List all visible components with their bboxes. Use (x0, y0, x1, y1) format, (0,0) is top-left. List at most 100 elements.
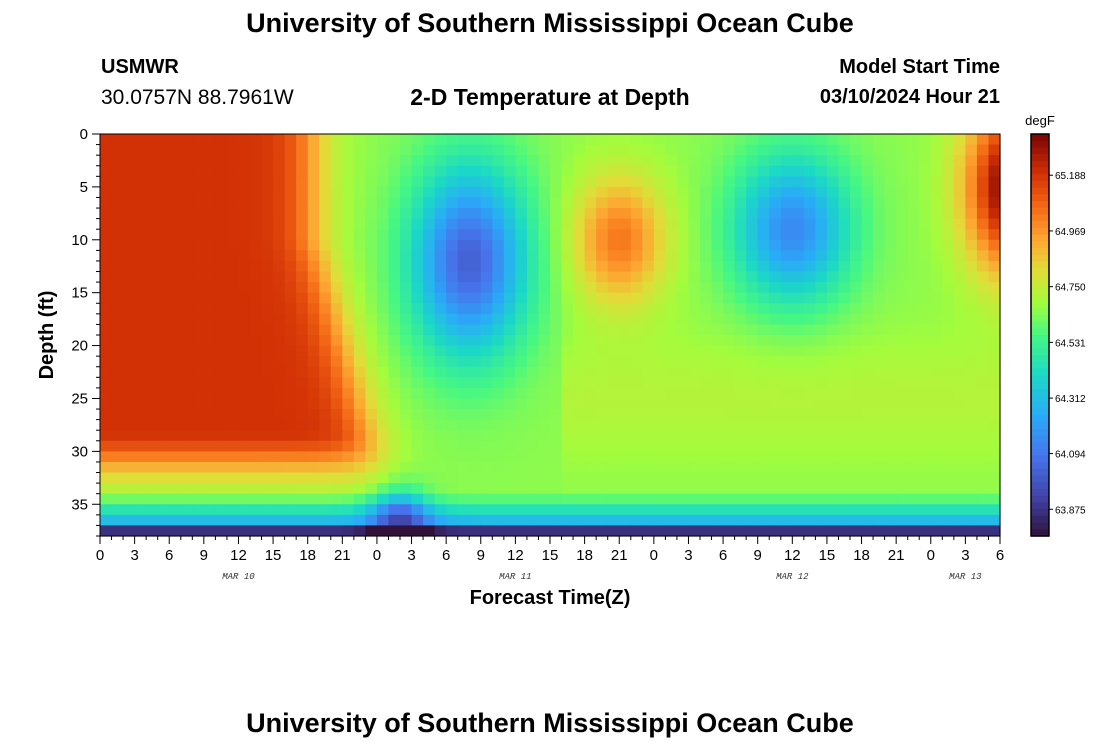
heatmap-cell (838, 472, 851, 484)
heatmap-cell (492, 250, 505, 262)
heatmap-cell (250, 197, 263, 209)
heatmap-cell (861, 292, 874, 304)
heatmap-cell (757, 155, 770, 167)
heatmap-cell (319, 197, 332, 209)
heatmap-cell (503, 409, 516, 421)
heatmap-cell (457, 514, 470, 527)
heatmap-cell (376, 282, 390, 294)
heatmap-cell (100, 155, 113, 167)
colorbar-segment (1031, 227, 1049, 236)
heatmap-cell (261, 250, 274, 262)
heatmap-cell (561, 229, 574, 241)
heatmap-cell (573, 514, 586, 527)
heatmap-cell (307, 260, 320, 273)
heatmap-cell (307, 239, 320, 251)
heatmap-cell (746, 493, 759, 505)
heatmap-cell (238, 472, 251, 484)
heatmap-cell (538, 440, 551, 452)
heatmap-cell (573, 493, 586, 505)
heatmap-cell (180, 165, 193, 177)
heatmap-cell (723, 239, 736, 251)
heatmap-cell (561, 335, 574, 347)
heatmap-cell (769, 282, 782, 294)
heatmap-cell (976, 260, 990, 273)
x-tick-label: 12 (230, 547, 247, 564)
heatmap-cell (203, 144, 216, 156)
heatmap-cell (469, 451, 482, 463)
heatmap-cell (100, 451, 113, 463)
heatmap-cell (180, 377, 193, 389)
heatmap-cell (480, 250, 493, 262)
heatmap-cell (342, 250, 355, 262)
heatmap-cell (296, 504, 309, 516)
colorbar-segment (1031, 207, 1049, 215)
heatmap-cell (365, 461, 378, 474)
heatmap-cell (123, 144, 136, 156)
heatmap-cell (976, 514, 990, 527)
x-tick-label: 6 (719, 547, 727, 564)
heatmap-cell (630, 345, 643, 357)
heatmap-cell (192, 324, 205, 336)
heatmap-cell (873, 409, 886, 421)
heatmap-cell (469, 440, 482, 452)
heatmap-cell (123, 292, 136, 304)
heatmap-cell (353, 229, 366, 241)
heatmap-cell (526, 430, 540, 442)
heatmap-cell (215, 430, 228, 442)
heatmap-cell (538, 176, 551, 188)
heatmap-cell (700, 461, 713, 474)
heatmap-cell (238, 208, 251, 220)
heatmap-cell (423, 377, 436, 389)
heatmap-cell (746, 483, 759, 495)
heatmap-cell (273, 525, 286, 537)
heatmap-cell (965, 186, 978, 199)
heatmap-cell (134, 134, 147, 146)
heatmap-cell (434, 409, 447, 421)
heatmap-cell (596, 292, 609, 304)
heatmap-cell (700, 398, 713, 410)
heatmap-cell (192, 260, 205, 273)
heatmap-cell (873, 430, 886, 442)
heatmap-cell (607, 514, 620, 527)
heatmap-cell (988, 356, 1001, 368)
heatmap-cell (100, 440, 113, 452)
heatmap-cell (365, 229, 378, 241)
heatmap-cell (757, 218, 770, 230)
heatmap-cell (492, 366, 505, 378)
heatmap-cell (376, 176, 390, 188)
heatmap-cell (723, 430, 736, 442)
heatmap-cell (457, 303, 470, 315)
heatmap-cell (434, 218, 447, 230)
heatmap-cell (238, 345, 251, 357)
heatmap-cell (457, 197, 470, 209)
heatmap-cell (757, 419, 770, 431)
heatmap-cell (215, 134, 228, 146)
heatmap-cell (180, 176, 193, 188)
heatmap-cell (630, 282, 643, 294)
heatmap-cell (492, 345, 505, 357)
heatmap-cell (976, 525, 990, 537)
heatmap-cell (492, 461, 505, 474)
heatmap-cell (538, 155, 551, 167)
heatmap-cell (400, 419, 413, 431)
heatmap-cell (746, 155, 759, 167)
heatmap-cell (676, 440, 690, 452)
heatmap-cell (123, 483, 136, 495)
heatmap-cell (688, 271, 701, 283)
heatmap-cell (988, 504, 1001, 516)
heatmap-cell (123, 430, 136, 442)
heatmap-cell (815, 345, 828, 357)
heatmap-cell (573, 239, 586, 251)
heatmap-cell (873, 504, 886, 516)
heatmap-cell (953, 260, 966, 273)
heatmap-cell (215, 144, 228, 156)
heatmap-cell (146, 134, 159, 146)
heatmap-cell (757, 176, 770, 188)
heatmap-cell (746, 282, 759, 294)
heatmap-cell (319, 398, 332, 410)
heatmap-cell (296, 313, 309, 326)
heatmap-cell (884, 525, 897, 537)
heatmap-cell (573, 387, 586, 400)
heatmap-cell (538, 208, 551, 220)
heatmap-cell (123, 472, 136, 484)
